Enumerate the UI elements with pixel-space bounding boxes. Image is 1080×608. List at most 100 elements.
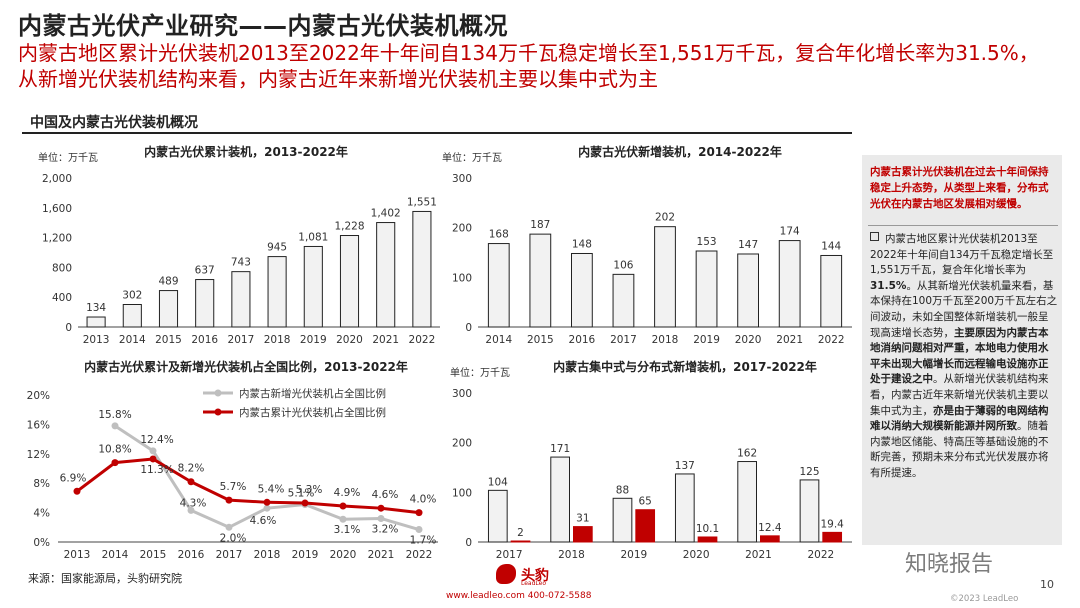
cumulative-chart: 内蒙古光伏累计装机，2013-2022年 单位：万千瓦 0 400 800 1,200 1,… bbox=[28, 140, 448, 350]
bar bbox=[122, 304, 142, 328]
data-label: 104 bbox=[488, 476, 508, 488]
chart-title: 内蒙古光伏累计及新增光伏装机占全国比例，2013-2022年 bbox=[84, 359, 408, 374]
data-label: 945 bbox=[267, 242, 287, 254]
data-label: 2.0% bbox=[220, 532, 247, 544]
copyright: ©2023 LeadLeo bbox=[950, 594, 1019, 604]
x-tick-label: 2020 bbox=[330, 549, 357, 561]
data-label: 743 bbox=[231, 257, 251, 269]
y-tick-label: 400 bbox=[52, 292, 72, 304]
x-tick-label: 2018 bbox=[652, 334, 679, 346]
bar bbox=[674, 473, 695, 543]
sidebar-text-run: 。随着内蒙地区储能、特高压等基础设施的不断完善，预期未来分布式光伏发展亦将有所提… bbox=[870, 420, 1049, 479]
chart-title: 内蒙古集中式与分布式新增装机，2017-2022年 bbox=[553, 359, 817, 374]
data-point bbox=[377, 514, 385, 522]
data-label: 4.0% bbox=[410, 494, 437, 506]
bar bbox=[510, 540, 531, 543]
data-label: 134 bbox=[86, 302, 106, 314]
data-label: 4.6% bbox=[250, 515, 277, 527]
new-install-chart: 内蒙古光伏新增装机，2014-2022年 单位：万千瓦 0 100 200 300 2014… bbox=[440, 140, 860, 350]
section-divider bbox=[22, 132, 852, 134]
x-tick-label: 2019 bbox=[300, 334, 327, 346]
unit-label: 单位：万千瓦 bbox=[442, 151, 502, 164]
data-point bbox=[149, 447, 157, 455]
data-label: 10.8% bbox=[98, 444, 131, 456]
bar bbox=[158, 290, 179, 328]
y-tick-label: 8% bbox=[33, 478, 50, 490]
headline: 内蒙古地区累计光伏装机2013至2022年十年间自134万千瓦稳定增长至1,55… bbox=[18, 41, 1039, 91]
data-point bbox=[73, 487, 81, 495]
y-tick-label: 0 bbox=[465, 322, 472, 334]
data-point bbox=[263, 498, 271, 506]
y-tick-label: 20% bbox=[27, 390, 50, 402]
data-label: 5.3% bbox=[296, 484, 323, 496]
x-tick-label: 2015 bbox=[155, 334, 182, 346]
data-label: 6.9% bbox=[60, 472, 87, 484]
data-point bbox=[187, 506, 195, 514]
x-tick-label: 2021 bbox=[372, 334, 399, 346]
share-line-chart: 内蒙古光伏累计及新增光伏装机占全国比例，2013-2022年 0% 4% 8% 12% 1… bbox=[27, 355, 448, 565]
x-tick-label: 2022 bbox=[406, 549, 433, 561]
data-label: 65 bbox=[638, 496, 651, 508]
data-label: 187 bbox=[530, 219, 550, 231]
sidebar-panel bbox=[862, 155, 1062, 545]
data-label: 31 bbox=[576, 513, 589, 525]
x-tick-label: 2021 bbox=[745, 549, 772, 561]
data-label: 8.2% bbox=[178, 463, 205, 475]
y-tick-label: 16% bbox=[27, 419, 50, 431]
bar bbox=[612, 273, 635, 328]
data-label: 137 bbox=[675, 460, 695, 472]
data-label: 12.4 bbox=[758, 522, 782, 534]
page-number: 10 bbox=[1040, 578, 1054, 591]
x-tick-label: 2014 bbox=[102, 549, 129, 561]
data-label: 4.6% bbox=[372, 489, 399, 501]
sidebar-highlight: 内蒙古累计光伏装机在过去十年间保持稳定上升态势，从类型上来看，分布式光伏在内蒙古… bbox=[870, 166, 1049, 210]
data-point bbox=[111, 459, 119, 467]
page-title: 内蒙古光伏产业研究——内蒙古光伏装机概况 bbox=[18, 12, 508, 40]
bar bbox=[612, 497, 633, 543]
y-tick-label: 0 bbox=[65, 322, 72, 334]
bullet-square-icon bbox=[870, 232, 879, 241]
y-tick-label: 300 bbox=[452, 388, 472, 400]
data-point bbox=[415, 526, 423, 534]
data-label: 302 bbox=[122, 290, 142, 302]
x-tick-label: 2019 bbox=[292, 549, 319, 561]
data-label: 637 bbox=[195, 265, 215, 277]
leadleo-logo[interactable]: 头豹 LeadLeo bbox=[496, 563, 586, 587]
series-line bbox=[76, 457, 420, 515]
data-label: 174 bbox=[780, 226, 800, 238]
data-point bbox=[225, 496, 233, 504]
bar bbox=[267, 256, 287, 328]
bar bbox=[820, 254, 843, 328]
sidebar-text-run: 内蒙古地区累计光伏装机2013至2022年十年间自134万千瓦稳定增长至1,55… bbox=[870, 233, 1054, 277]
y-tick-label: 200 bbox=[452, 438, 472, 450]
data-point bbox=[415, 509, 423, 517]
data-label: 19.4 bbox=[820, 518, 844, 530]
logo-en: LeadLeo bbox=[521, 580, 547, 587]
bar bbox=[799, 479, 820, 543]
x-tick-label: 2017 bbox=[496, 549, 523, 561]
y-tick-label: 200 bbox=[452, 223, 472, 235]
x-tick-label: 2020 bbox=[336, 334, 363, 346]
data-label: 489 bbox=[158, 276, 178, 288]
legend-marker bbox=[214, 408, 222, 416]
bar bbox=[737, 253, 760, 328]
bar bbox=[412, 210, 432, 328]
x-tick-label: 2021 bbox=[368, 549, 395, 561]
y-tick-label: 2,000 bbox=[42, 173, 72, 185]
data-label: 5.1% bbox=[288, 488, 315, 500]
sidebar-text-run: 。从其新增光伏装机量来看，基本保持在100万千瓦至200万千瓦左右之间波动，未如… bbox=[870, 279, 1058, 339]
bar bbox=[303, 245, 323, 328]
source-note: 来源：国家能源局，头豹研究院 bbox=[28, 572, 182, 585]
x-tick-label: 2014 bbox=[485, 334, 512, 346]
x-tick-label: 2013 bbox=[64, 549, 91, 561]
data-label: 168 bbox=[489, 229, 509, 241]
y-tick-label: 100 bbox=[452, 272, 472, 284]
data-point bbox=[225, 523, 233, 531]
data-label: 202 bbox=[655, 212, 675, 224]
chart-title: 内蒙古光伏新增装机，2014-2022年 bbox=[578, 144, 782, 159]
x-tick-label: 2018 bbox=[264, 334, 291, 346]
data-label: 1.7% bbox=[410, 535, 437, 547]
x-tick-label: 2017 bbox=[610, 334, 637, 346]
data-label: 5.7% bbox=[220, 481, 247, 493]
data-point bbox=[301, 499, 309, 507]
